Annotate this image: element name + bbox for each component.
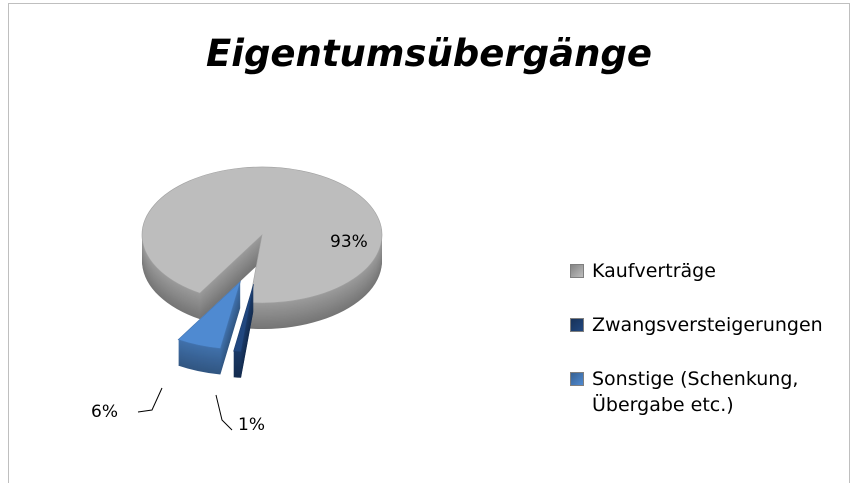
legend-swatch [570, 372, 584, 386]
pie-slice [141, 166, 383, 304]
pie-slice [177, 280, 241, 349]
pie-slice [233, 284, 254, 353]
legend-swatch [570, 318, 584, 332]
leader-line [137, 387, 163, 413]
data-label: 1% [238, 415, 265, 435]
chart-title: Eigentumsübergänge [205, 32, 653, 75]
leader-line [215, 394, 233, 431]
legend-item: Kaufverträge [568, 258, 851, 284]
legend-label: Sonstige (Schenkung, Übergabe etc.) [592, 368, 799, 416]
legend-item: Zwangsversteigerungen [568, 312, 851, 338]
legend: Kaufverträge Zwangsversteigerungen Sonstig… [568, 258, 851, 446]
legend-label: Kaufverträge [592, 260, 716, 282]
data-label: 6% [91, 402, 118, 422]
legend-swatch [570, 264, 584, 278]
data-label: 93% [330, 232, 368, 252]
legend-item: Sonstige (Schenkung, Übergabe etc.) [568, 366, 851, 418]
legend-label: Zwangsversteigerungen [592, 314, 823, 336]
